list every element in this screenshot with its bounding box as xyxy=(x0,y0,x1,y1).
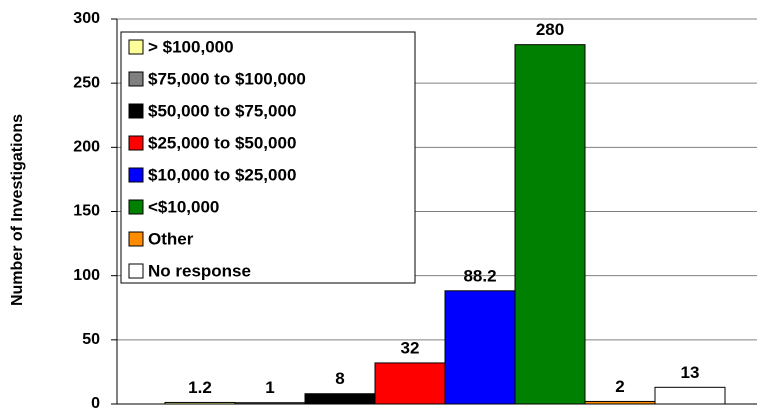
bar xyxy=(374,362,446,405)
legend: > $100,000 $75,000 to $100,000 $50,000 to … xyxy=(120,31,416,284)
legend-swatch xyxy=(128,39,144,55)
legend-swatch xyxy=(128,199,144,215)
value-label: 8 xyxy=(335,369,344,388)
bar xyxy=(234,402,306,405)
bar xyxy=(164,401,236,405)
bar xyxy=(654,386,726,405)
y-tick-label: 100 xyxy=(73,267,100,284)
bar xyxy=(304,393,376,405)
value-label: 1.2 xyxy=(188,378,212,397)
legend-swatch xyxy=(128,167,144,183)
bar xyxy=(514,44,586,405)
y-tick-label: 0 xyxy=(91,395,100,411)
y-tick-label: 50 xyxy=(82,331,100,348)
legend-label: Other xyxy=(148,229,194,248)
legend-label: $75,000 to $100,000 xyxy=(148,69,306,88)
legend-swatch xyxy=(128,263,144,279)
legend-swatch xyxy=(128,231,144,247)
bar xyxy=(584,400,656,405)
y-tick-label: 150 xyxy=(73,203,100,220)
legend-label: > $100,000 xyxy=(148,37,234,56)
value-label: 2 xyxy=(615,377,624,396)
legend-label: $25,000 to $50,000 xyxy=(148,133,296,152)
legend-label: <$10,000 xyxy=(148,197,219,216)
y-tick-label: 250 xyxy=(73,74,100,91)
legend-swatch xyxy=(128,103,144,119)
value-label: 280 xyxy=(536,20,564,39)
y-tick-label: 200 xyxy=(73,139,100,156)
legend-label: $10,000 to $25,000 xyxy=(148,165,296,184)
legend-swatch xyxy=(128,71,144,87)
legend-label: No response xyxy=(148,261,251,280)
legend-swatch xyxy=(128,135,144,151)
y-axis-label: Number of Investigations xyxy=(9,114,26,306)
legend-label: $50,000 to $75,000 xyxy=(148,101,296,120)
value-label: 32 xyxy=(401,338,420,357)
value-label: 13 xyxy=(681,363,700,382)
value-label: 1 xyxy=(265,378,274,397)
value-label: 88.2 xyxy=(463,266,496,285)
legend-box xyxy=(120,31,416,284)
bar xyxy=(444,290,516,405)
y-tick-label: 300 xyxy=(73,10,100,27)
